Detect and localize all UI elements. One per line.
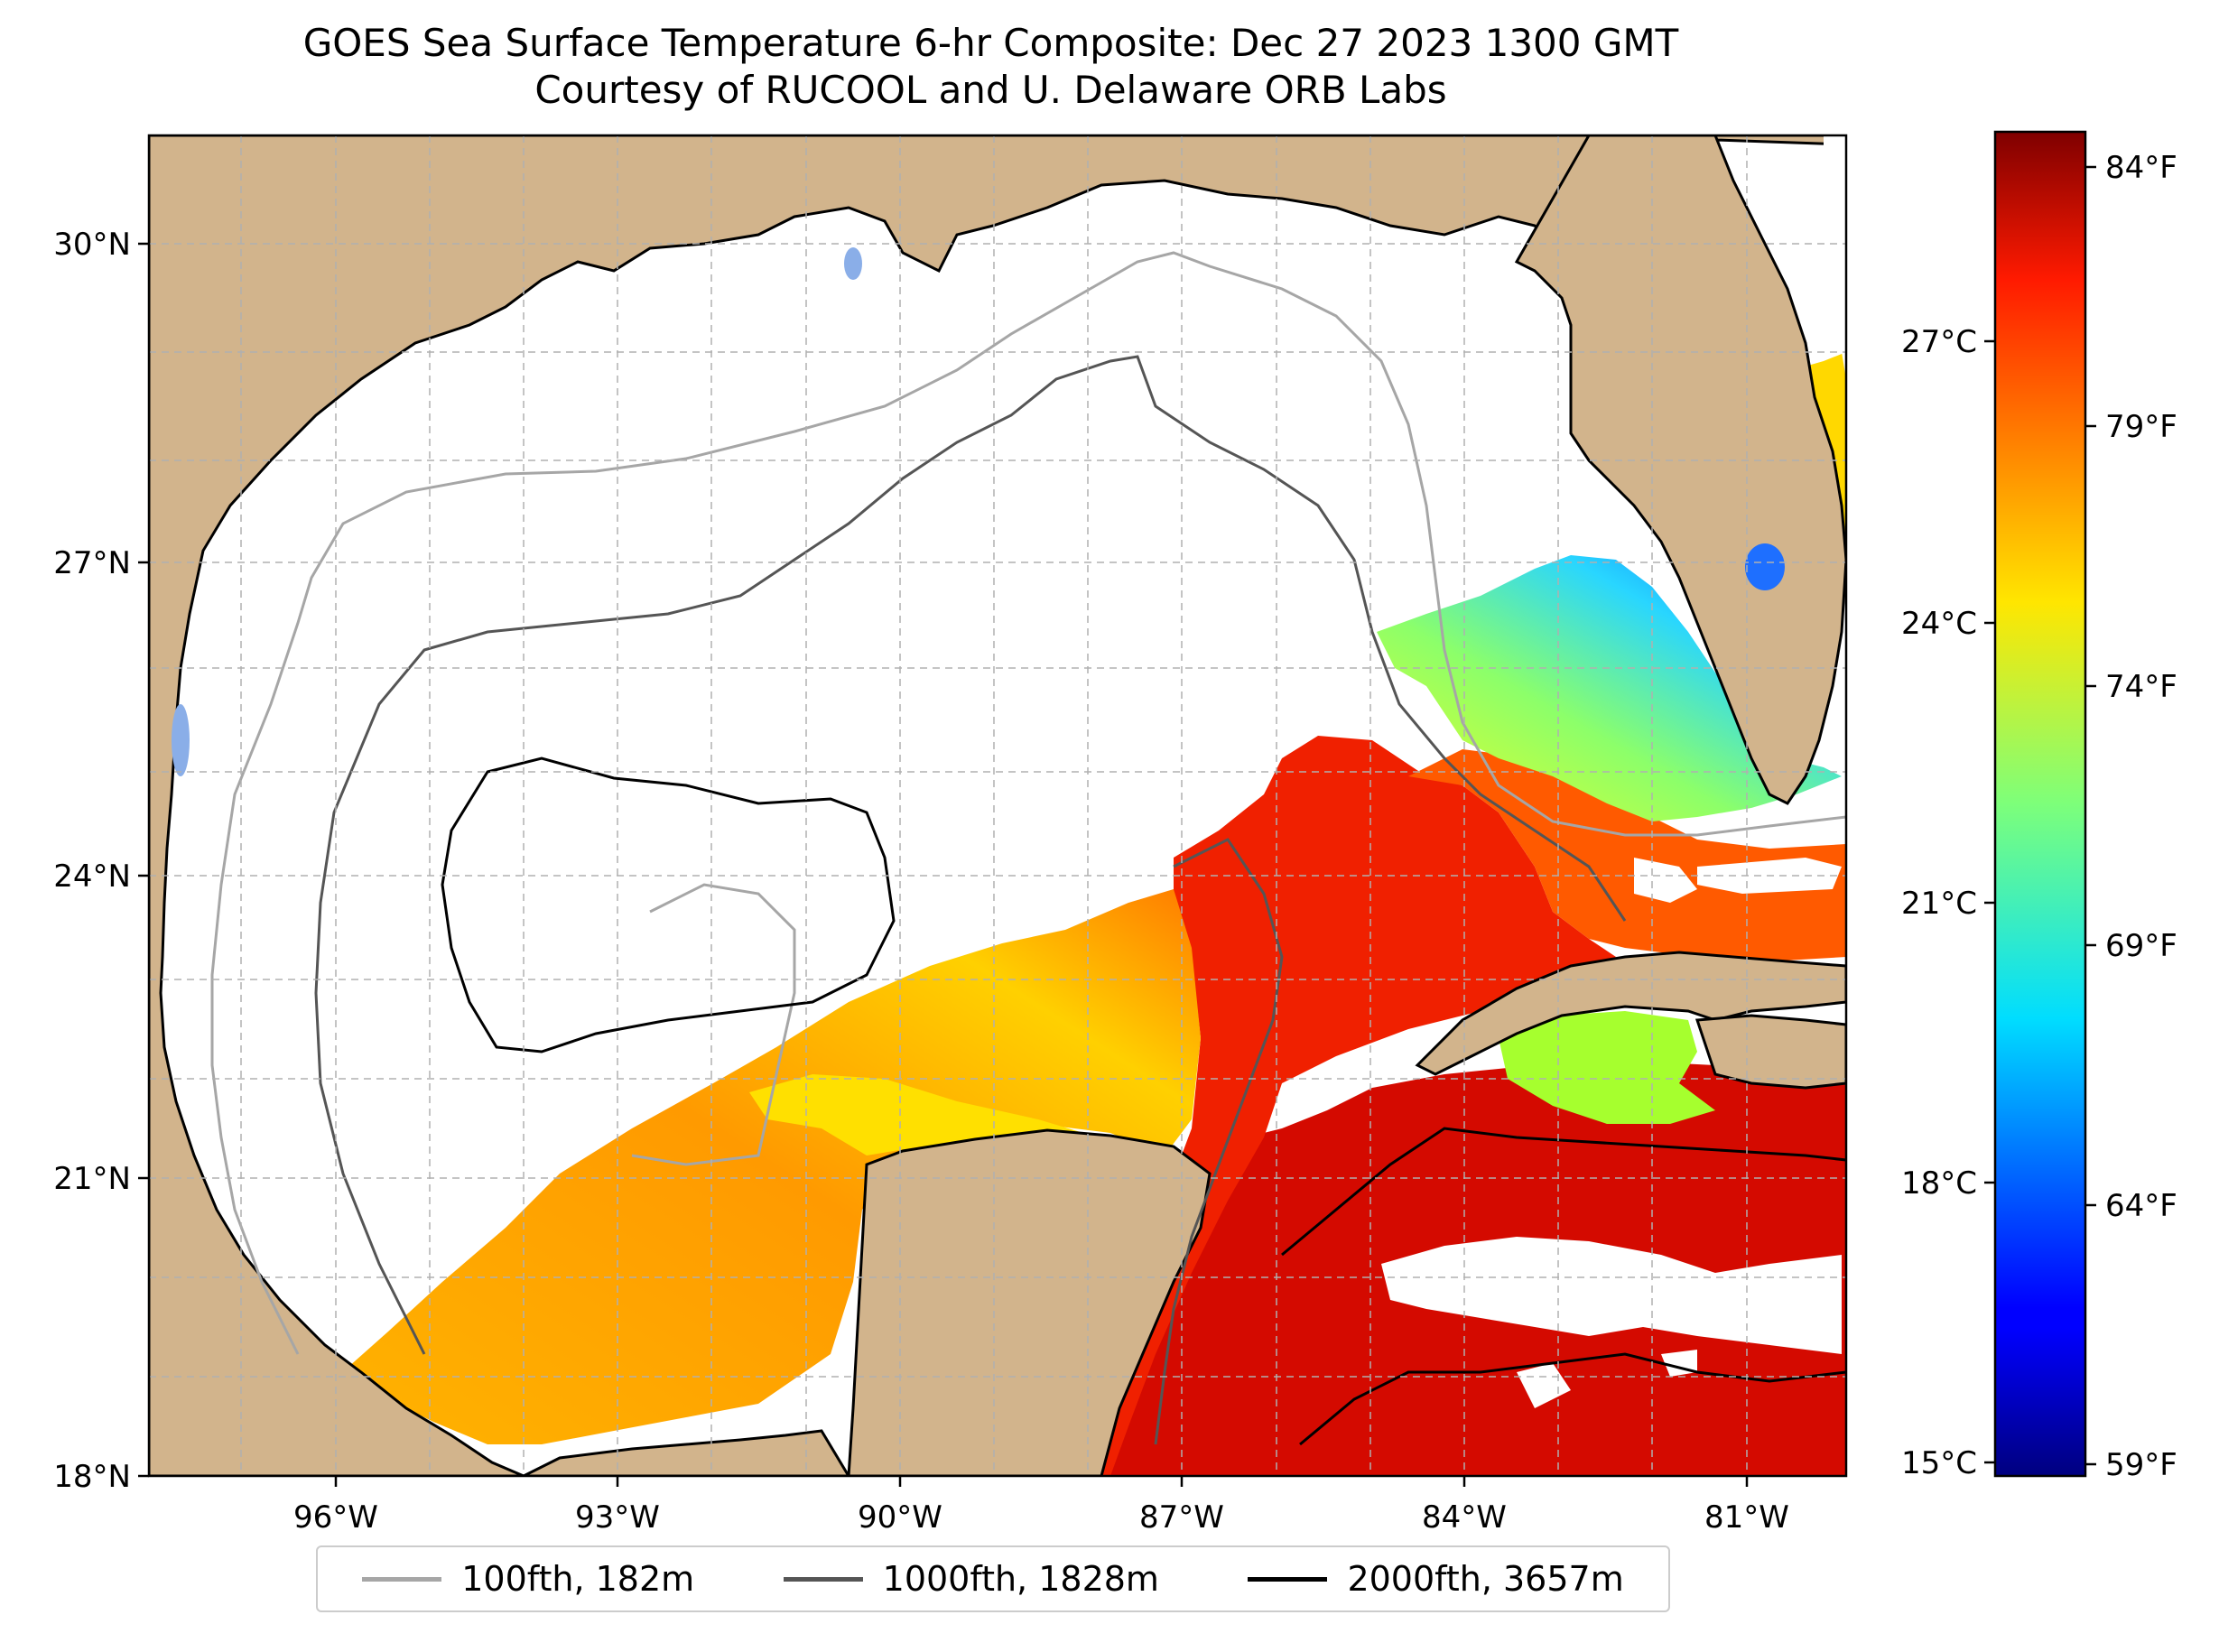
land-western-gulf-coast bbox=[149, 135, 1846, 1476]
bathymetry-legend: 100fth, 182m 1000fth, 1828m 2000fth, 365… bbox=[316, 1545, 1670, 1612]
legend-label-2000fth: 2000fth, 3657m bbox=[1347, 1559, 1624, 1599]
legend-item-100fth: 100fth, 182m bbox=[362, 1559, 694, 1599]
title-line-1: GOES Sea Surface Temperature 6-hr Compos… bbox=[302, 21, 1679, 65]
cbar-c-18: 18°C bbox=[1901, 1165, 1977, 1202]
cbar-f-64: 64°F bbox=[2105, 1188, 2177, 1224]
cbar-f-79: 79°F bbox=[2105, 409, 2177, 445]
map-title: GOES Sea Surface Temperature 6-hr Compos… bbox=[0, 20, 1982, 114]
lagoon-icon bbox=[172, 704, 190, 776]
lake-okeechobee-sst bbox=[1745, 543, 1785, 590]
land-cuba bbox=[1415, 951, 1846, 1076]
land-cuba-east bbox=[1694, 1014, 1846, 1090]
lat-label-27n: 27°N bbox=[53, 545, 131, 581]
legend-label-1000fth: 1000fth, 1828m bbox=[882, 1559, 1159, 1599]
lon-tick-marks bbox=[334, 1476, 1749, 1487]
legend-line-1000fth bbox=[783, 1576, 863, 1582]
contour-2000fth-sigsbee bbox=[441, 756, 896, 1053]
atlantic-ocean-edge bbox=[1824, 135, 1846, 379]
title-line-2: Courtesy of RUCOOL and U. Delaware ORB L… bbox=[534, 68, 1447, 112]
gridlines bbox=[149, 135, 1846, 1476]
map-area bbox=[149, 135, 1846, 1476]
lat-label-21n: 21°N bbox=[53, 1161, 131, 1197]
lake-icon bbox=[844, 247, 862, 280]
cbar-f-84: 84°F bbox=[2105, 150, 2177, 186]
legend-label-100fth: 100fth, 182m bbox=[461, 1559, 695, 1599]
contour-100fth-shelf bbox=[631, 883, 796, 1166]
cbar-f-69: 69°F bbox=[2105, 928, 2177, 964]
cbar-c-27: 27°C bbox=[1901, 324, 1977, 360]
contour-2000fth-cayman bbox=[1299, 1352, 1846, 1446]
lat-label-18n: 18°N bbox=[53, 1459, 131, 1495]
lon-label-87w: 87°W bbox=[1139, 1499, 1224, 1536]
lat-label-30n: 30°N bbox=[53, 227, 131, 263]
lon-label-84w: 84°W bbox=[1422, 1499, 1507, 1536]
lat-label-24n: 24°N bbox=[53, 858, 131, 895]
cloud-gap-small-1 bbox=[1517, 1363, 1571, 1408]
sst-loop-current bbox=[1065, 736, 1616, 1476]
lon-label-96w: 96°W bbox=[293, 1499, 378, 1536]
legend-item-2000fth: 2000fth, 3657m bbox=[1248, 1559, 1624, 1599]
contour-2000fth-caribbean bbox=[1281, 1127, 1846, 1257]
sst-southern-gulf bbox=[348, 889, 1201, 1444]
contour-1000fth bbox=[314, 355, 1627, 1355]
cbar-c-21: 21°C bbox=[1901, 886, 1977, 922]
sst-eastern-gulf bbox=[1408, 749, 1846, 961]
colorbar-ticks bbox=[1984, 165, 2096, 1466]
cbar-c-15: 15°C bbox=[1901, 1445, 1977, 1481]
sst-florida-shelf bbox=[1377, 555, 1842, 821]
lat-tick-marks bbox=[138, 242, 149, 1478]
cloud-gap-caribbean bbox=[1381, 1237, 1842, 1354]
colorbar bbox=[1993, 130, 2087, 1478]
lon-label-93w: 93°W bbox=[575, 1499, 660, 1536]
sst-cuba-shelf bbox=[1499, 1011, 1715, 1124]
cloud-gap-fl-keys bbox=[1634, 858, 1697, 903]
legend-item-1000fth: 1000fth, 1828m bbox=[783, 1559, 1159, 1599]
cbar-f-59: 59°F bbox=[2105, 1447, 2177, 1483]
legend-line-2000fth bbox=[1248, 1576, 1328, 1582]
cbar-f-74: 74°F bbox=[2105, 669, 2177, 705]
legend-line-100fth bbox=[362, 1576, 442, 1582]
lon-label-90w: 90°W bbox=[858, 1499, 942, 1536]
land-mexico-south bbox=[523, 1429, 850, 1476]
land-yucatan bbox=[847, 1128, 1212, 1476]
lon-label-81w: 81°W bbox=[1704, 1499, 1789, 1536]
map-frame bbox=[147, 134, 1848, 1478]
cbar-c-24: 24°C bbox=[1901, 606, 1977, 642]
